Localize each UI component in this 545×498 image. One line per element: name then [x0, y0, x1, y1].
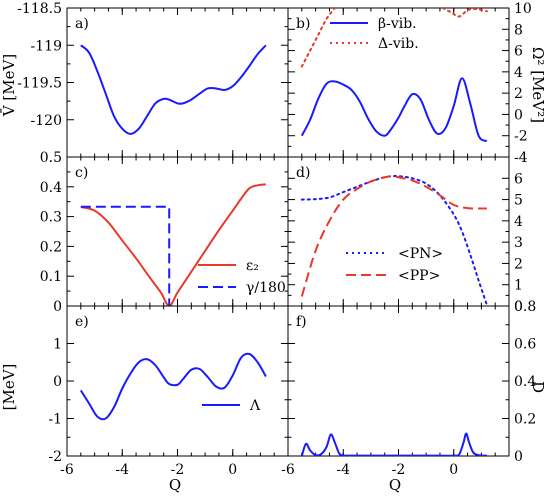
series-line-d-0 [300, 174, 488, 306]
y-tick-label: 6 [514, 44, 523, 60]
y-tick-label: 0 [514, 299, 523, 315]
y-tick-label: 0 [514, 107, 523, 123]
panel-f: -6 -4 -2 0 0 0.2 0.4 0.6 0.8 f) [281, 299, 536, 478]
x-tick-label: -6 [60, 462, 74, 478]
panel-a: -120 -119.5 -119 -118.5 a) [17, 1, 289, 158]
y-tick-label: 4 [514, 65, 523, 81]
y-tick-label: 2 [514, 256, 523, 272]
series-line-f-0 [300, 432, 487, 456]
series-line-e-0 [79, 352, 267, 421]
y-axis-label-b: Ω² [MeV²] [529, 47, 545, 123]
series-line-b-0 [300, 77, 488, 142]
series-line-a-0 [80, 44, 267, 135]
y-tick-label: -119.5 [17, 76, 62, 92]
y-tick-label: 0.4 [40, 180, 62, 196]
legend-label: Δ-vib. [378, 36, 419, 52]
y-tick-label: 1 [514, 278, 523, 294]
x-tick-label: -6 [281, 462, 295, 478]
y-axis-label-f: D [529, 381, 545, 393]
x-tick-label: -2 [392, 462, 406, 478]
legend-label: Λ [249, 398, 261, 414]
y-axis-label-a: V̄ [MeV] [0, 54, 18, 117]
y-tick-label: -2 [514, 129, 528, 145]
series-line-c-1 [80, 205, 171, 306]
y-axis-label-e: [MeV] [0, 364, 18, 411]
y-tick-label: 2 [514, 86, 523, 102]
panel-c: 0 0.1 0.2 0.3 0.4 0.5 c) ε₂ γ/180 [40, 150, 289, 315]
y-tick-label: 5 [514, 193, 523, 209]
x-tick-label: 0 [228, 462, 237, 478]
y-tick-label: -119 [31, 38, 62, 54]
series-line-b-1 [300, 8, 336, 68]
y-tick-label: 0.2 [514, 412, 536, 428]
y-tick-label: -2 [48, 449, 62, 465]
y-tick-label: 0.1 [40, 269, 62, 285]
panel-label-e: e) [75, 314, 89, 330]
y-tick-label: 4 [514, 214, 523, 230]
panel-label-f: f) [296, 314, 307, 330]
y-tick-label: 0.6 [514, 337, 536, 353]
x-tick-label: -4 [115, 462, 129, 478]
y-tick-label: 0.5 [40, 150, 62, 166]
panel-label-c: c) [75, 165, 88, 181]
y-tick-label: -1 [48, 412, 62, 428]
y-tick-label: -4 [514, 150, 528, 166]
panel-label-a: a) [75, 16, 89, 32]
y-tick-label: 0.8 [514, 299, 536, 315]
legend-label: <PP> [398, 268, 440, 284]
panel-d: 0 1 2 3 4 5 6 d) <PN> <PP> [287, 156, 523, 315]
x-tick-label: -4 [336, 462, 350, 478]
series-line-b-2 [441, 8, 488, 18]
y-tick-label: 6 [514, 171, 523, 187]
x-tick-label: 0 [449, 462, 458, 478]
x-tick-label: -2 [171, 462, 185, 478]
x-axis-label-right: Q [389, 476, 401, 494]
panel-b: -4 -2 0 2 4 6 8 10 b) β-vib. Δ-vib. [287, 1, 532, 166]
y-tick-label: 0 [53, 299, 62, 315]
legend-label: ε₂ [246, 258, 259, 274]
y-tick-label: 3 [514, 235, 523, 251]
y-tick-label: -120 [31, 113, 62, 129]
y-tick-label: 0 [514, 449, 523, 465]
legend-label: β-vib. [378, 16, 417, 32]
y-tick-label: 0 [53, 374, 62, 390]
y-tick-label: 8 [514, 22, 523, 38]
y-tick-label: 0.2 [40, 239, 62, 255]
series-line-d-1 [300, 175, 487, 297]
y-tick-label: 1 [53, 337, 62, 353]
legend-label: γ/180 [246, 280, 286, 296]
panel-label-d: d) [296, 165, 310, 181]
panel-label-b: b) [296, 16, 310, 32]
legend-label: <PN> [398, 246, 443, 262]
y-tick-label: 0.3 [40, 210, 62, 226]
y-tick-label: -118.5 [17, 1, 62, 17]
series-line-c-0 [80, 183, 267, 306]
y-tick-label: 0.4 [514, 374, 536, 390]
x-axis-label-left: Q [169, 476, 181, 494]
y-tick-label: 10 [514, 1, 532, 17]
